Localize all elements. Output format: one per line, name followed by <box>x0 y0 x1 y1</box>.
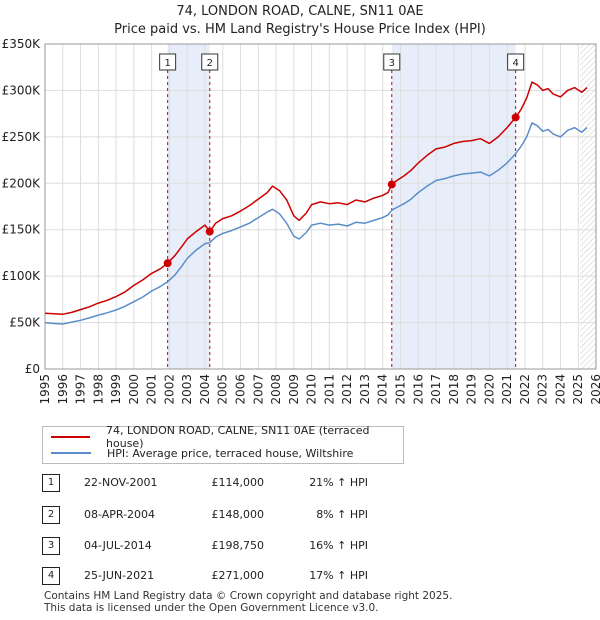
x-tick-label: 2021 <box>500 374 514 405</box>
sale-number-box <box>159 53 177 71</box>
x-tick-label: 2024 <box>553 374 567 405</box>
sale-point <box>387 180 396 189</box>
x-tick-label: 2012 <box>340 374 354 405</box>
sale-number-box <box>507 53 525 71</box>
plot-frame <box>44 43 597 370</box>
y-tick-label: £250K <box>2 130 42 144</box>
sale-number-label: 4 <box>512 58 518 69</box>
ownership-period-shade <box>167 44 210 369</box>
chart-title: 74, LONDON ROAD, CALNE, SN11 0AE <box>176 4 424 19</box>
price-chart: 1 2 3 4 £0 £50K £100K £150K £200K £250K £300K £350K… <box>2 37 600 405</box>
transaction-price: £114,000 <box>211 476 265 489</box>
x-tick-label: 1995 <box>38 374 52 405</box>
x-tick-label: 2011 <box>322 374 336 405</box>
y-tick-label: £100K <box>2 269 42 283</box>
sale-point <box>511 113 520 122</box>
transaction-date: 04-JUL-2014 <box>84 539 152 552</box>
x-tick-label: 2000 <box>127 374 141 405</box>
x-tick-label: 2014 <box>376 374 390 405</box>
transaction-date: 08-APR-2004 <box>84 508 156 521</box>
series-line-hpi <box>44 122 588 325</box>
x-tick-label: 2025 <box>571 374 585 405</box>
x-tick-label: 2004 <box>198 374 212 405</box>
footer-copyright: Contains HM Land Registry data © Crown c… <box>44 590 453 602</box>
x-tick-label: 2010 <box>305 374 319 405</box>
legend-swatch-hpi <box>51 452 91 454</box>
y-tick-label: £200K <box>2 176 42 190</box>
legend-item-property: 74, LONDON ROAD, CALNE, SN11 0AE (terrac… <box>51 424 403 450</box>
x-tick-label: 2002 <box>162 374 176 405</box>
transaction-hpi: 17% ↑ HPI <box>309 569 368 582</box>
x-tick-label: 2017 <box>429 374 443 405</box>
transaction-number: 3 <box>42 537 60 555</box>
sale-number-label: 1 <box>164 58 170 69</box>
y-tick-label: £0 <box>25 362 40 376</box>
transaction-hpi: 21% ↑ HPI <box>309 476 368 489</box>
x-tick-label: 2020 <box>482 374 496 405</box>
forecast-hatch-region <box>580 44 596 369</box>
x-tick-label: 1996 <box>56 374 70 405</box>
transaction-number: 1 <box>42 474 60 492</box>
legend-swatch-property <box>51 436 91 438</box>
transaction-date: 25-JUN-2021 <box>84 569 155 582</box>
legend-label-property: 74, LONDON ROAD, CALNE, SN11 0AE (terrac… <box>106 424 370 450</box>
y-tick-label: £300K <box>2 83 42 97</box>
x-tick-label: 1997 <box>74 374 88 405</box>
transaction-hpi: 16% ↑ HPI <box>309 539 368 552</box>
transaction-number: 4 <box>42 567 60 585</box>
sale-point <box>163 259 172 268</box>
x-tick-label: 2001 <box>145 374 159 405</box>
legend-item-hpi: HPI: Average price, terraced house, Wilt… <box>51 445 353 461</box>
x-tick-label: 2006 <box>234 374 248 405</box>
x-tick-label: 2007 <box>251 374 265 405</box>
x-tick-label: 2018 <box>447 374 461 405</box>
x-tick-label: 1999 <box>109 374 123 405</box>
x-tick-label: 2015 <box>393 374 407 405</box>
footer-license: This data is licensed under the Open Gov… <box>44 602 379 614</box>
x-tick-label: 2013 <box>358 374 372 405</box>
chart-subtitle: Price paid vs. HM Land Registry's House … <box>114 22 486 37</box>
x-tick-label: 2003 <box>180 374 194 405</box>
sale-number-box <box>201 53 219 71</box>
legend: 74, LONDON ROAD, CALNE, SN11 0AE (terrac… <box>42 424 404 464</box>
x-tick-label: 2005 <box>216 374 230 405</box>
transaction-price: £271,000 <box>211 569 265 582</box>
x-tick-label: 2009 <box>287 374 301 405</box>
y-tick-label: £150K <box>2 223 42 237</box>
sale-point <box>205 227 214 236</box>
x-tick-label: 2023 <box>536 374 550 405</box>
x-tick-label: 2026 <box>589 374 600 405</box>
transaction-date: 22-NOV-2001 <box>84 476 158 489</box>
transaction-hpi: 8% ↑ HPI <box>316 508 368 521</box>
transaction-price: £148,000 <box>211 508 265 521</box>
sale-number-label: 2 <box>207 58 213 69</box>
transaction-price: £198,750 <box>211 539 265 552</box>
x-tick-label: 2008 <box>269 374 283 405</box>
sale-number-label: 3 <box>389 58 395 69</box>
transaction-number: 2 <box>42 506 60 524</box>
legend-label-hpi: HPI: Average price, terraced house, Wilt… <box>107 446 354 460</box>
x-tick-label: 1998 <box>91 374 105 405</box>
sale-number-box <box>383 53 401 71</box>
x-tick-label: 2019 <box>465 374 479 405</box>
y-tick-label: £350K <box>2 37 42 51</box>
y-tick-label: £50K <box>9 316 41 330</box>
x-tick-label: 2022 <box>518 374 532 405</box>
x-tick-label: 2016 <box>411 374 425 405</box>
